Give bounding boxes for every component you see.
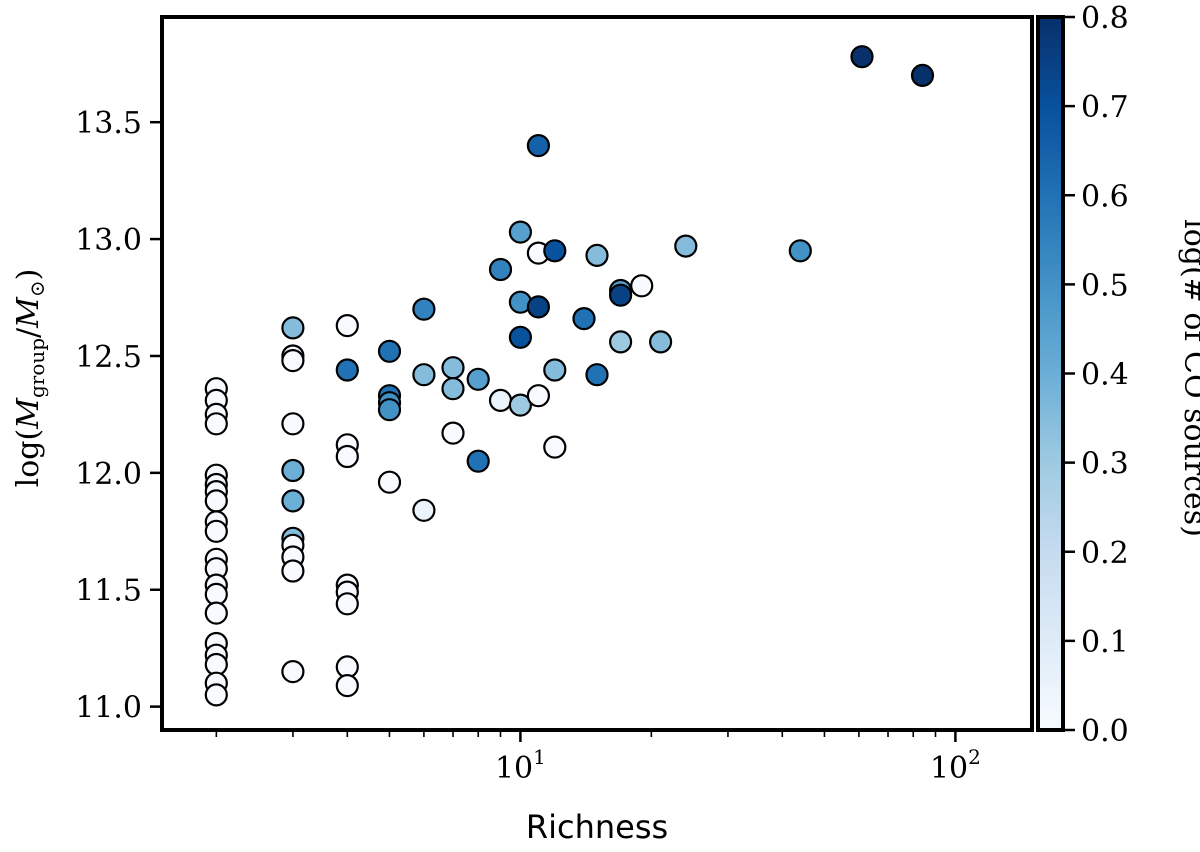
y-tick-label: 12.5: [75, 340, 142, 375]
data-point: [526, 134, 551, 158]
data-point: [488, 257, 513, 282]
y-tick-label: 11.0: [75, 691, 142, 726]
y-axis-label-mass: M: [11, 397, 46, 430]
data-point: [508, 325, 533, 349]
data-point: [412, 363, 436, 387]
colorbar-tick-label: 0.5: [1081, 268, 1129, 303]
data-point: [335, 592, 359, 616]
data-point: [377, 470, 402, 494]
data-point: [281, 559, 305, 583]
data-point: [585, 363, 609, 387]
y-axis-label-prefix: log(: [11, 429, 46, 488]
colorbar-tick-label: 0.7: [1081, 90, 1129, 125]
x-axis-label: Richness: [526, 808, 668, 846]
colorbar-tick-label: 0.0: [1081, 714, 1129, 749]
data-point: [441, 356, 465, 380]
y-axis-label-sub-sun: ⊙: [25, 280, 49, 297]
data-point: [412, 498, 436, 522]
y-tick-label: 13.5: [75, 106, 142, 141]
y-axis-label-suffix: ): [11, 269, 46, 281]
data-point: [335, 358, 359, 382]
data-point: [543, 358, 567, 382]
colorbar-tick-label: 0.2: [1081, 536, 1129, 571]
data-point: [850, 45, 874, 69]
data-point: [204, 412, 228, 436]
data-point: [204, 489, 228, 513]
data-point: [648, 330, 673, 354]
x-tick-label: 101: [495, 745, 546, 786]
data-point: [674, 234, 698, 258]
colorbar-tick-label: 0.8: [1081, 1, 1129, 36]
y-axis-label-slash: /: [11, 327, 46, 338]
data-point: [335, 314, 359, 338]
data-point: [281, 489, 305, 513]
x-tick-label: 102: [930, 745, 981, 786]
data-point: [335, 673, 359, 698]
colorbar-tick-label: 0.4: [1081, 358, 1129, 393]
y-axis-label-mass-sun: M: [11, 296, 46, 329]
data-point: [488, 388, 513, 412]
data-point: [466, 449, 490, 473]
data-point: [508, 220, 533, 244]
data-point: [608, 283, 633, 307]
y-tick-label: 12.0: [75, 457, 142, 492]
data-point: [910, 63, 935, 88]
y-axis-ticks: 11.0 11.5 12.0 12.5 13.0 13.5: [75, 106, 162, 726]
data-point: [281, 458, 305, 483]
colorbar-label: log(# of CO sources): [1177, 219, 1200, 537]
y-axis-label-sub-group: group: [25, 338, 49, 398]
colorbar-fill: [1036, 15, 1065, 732]
data-point: [204, 601, 228, 625]
data-point: [281, 412, 305, 436]
data-point: [204, 519, 228, 543]
data-point: [543, 239, 567, 263]
points-layer: [204, 45, 935, 707]
data-point: [204, 683, 228, 707]
data-point: [281, 659, 305, 684]
data-point: [630, 274, 654, 298]
data-point: [466, 367, 490, 391]
data-point: [526, 295, 551, 319]
colorbar: [1036, 15, 1065, 732]
colorbar-tick-label: 0.3: [1081, 447, 1129, 482]
data-point: [608, 330, 633, 354]
data-point: [441, 377, 465, 401]
data-point: [543, 435, 567, 459]
data-point: [572, 307, 596, 331]
data-point: [508, 393, 533, 417]
data-point: [441, 421, 465, 445]
colorbar-ticks: 0.0 0.1 0.2 0.3 0.4 0.5 0.6 0.7 0.8: [1063, 1, 1129, 749]
data-point: [526, 384, 551, 408]
x-axis-ticks: 101 102: [215, 730, 981, 786]
y-tick-label: 13.0: [75, 223, 142, 258]
data-point: [281, 349, 305, 373]
y-axis-label: log(Mgroup/M⊙): [11, 269, 49, 488]
data-point: [335, 444, 359, 469]
data-point: [281, 316, 305, 340]
data-point: [377, 339, 402, 363]
y-tick-label: 11.5: [75, 574, 142, 609]
data-point: [412, 297, 436, 321]
data-point: [377, 398, 402, 422]
data-point: [788, 239, 812, 263]
colorbar-tick-label: 0.6: [1081, 179, 1129, 214]
data-point: [585, 243, 609, 267]
colorbar-tick-label: 0.1: [1081, 625, 1129, 660]
